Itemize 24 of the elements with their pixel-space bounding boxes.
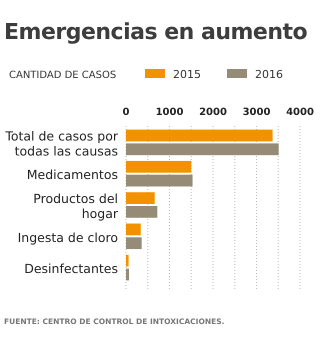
legend-title: CANTIDAD DE CASOS	[9, 70, 116, 81]
bar	[126, 224, 141, 236]
y-tick-label: Productos del hogar	[33, 191, 119, 221]
x-tick-label: 1000	[156, 107, 184, 118]
legend-label: 2016	[255, 68, 283, 81]
bar	[126, 192, 155, 204]
x-tick-label: 4000	[286, 107, 314, 118]
y-tick-label: Ingesta de cloro	[18, 230, 118, 245]
y-tick-label: Desinfectantes	[24, 261, 118, 276]
y-tick-label: Medicamentos	[26, 167, 118, 182]
x-tick-label: 3000	[242, 107, 270, 118]
bar	[126, 206, 158, 218]
x-tick-label: 0	[122, 107, 130, 118]
x-tick-label: 2000	[199, 107, 227, 118]
bar	[126, 130, 273, 142]
bar	[126, 237, 142, 250]
bar	[126, 174, 193, 186]
bar	[126, 254, 129, 267]
legend-label: 2015	[173, 68, 201, 81]
bar	[126, 268, 130, 280]
y-tick-label: Total de casos por todas las causas	[4, 128, 119, 158]
bar	[126, 143, 279, 156]
bar	[126, 160, 192, 173]
chart-title: Emergencias en aumento	[4, 20, 308, 45]
